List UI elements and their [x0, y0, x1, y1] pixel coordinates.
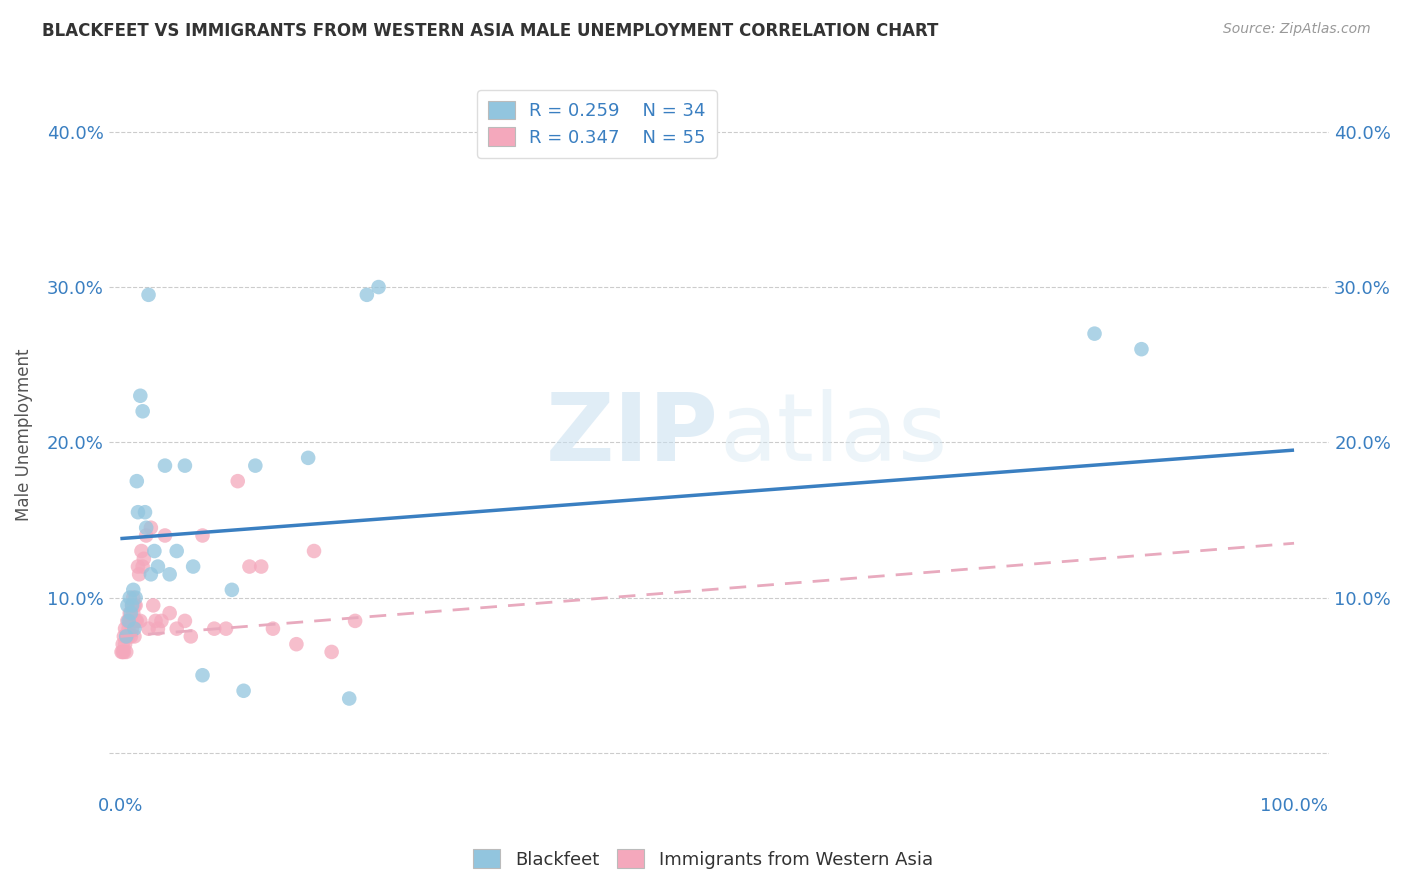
- Point: [124, 599, 146, 613]
- Point: [145, 614, 167, 628]
- Point: [121, 622, 143, 636]
- Point: [122, 582, 145, 597]
- Point: [297, 450, 319, 465]
- Point: [122, 591, 145, 605]
- Point: [153, 528, 176, 542]
- Point: [131, 544, 153, 558]
- Point: [127, 505, 149, 519]
- Point: [1130, 342, 1153, 356]
- Point: [150, 614, 173, 628]
- Point: [129, 389, 152, 403]
- Point: [139, 521, 162, 535]
- Point: [159, 567, 181, 582]
- Point: [238, 559, 260, 574]
- Point: [146, 559, 169, 574]
- Point: [344, 614, 367, 628]
- Point: [115, 629, 138, 643]
- Point: [191, 528, 214, 542]
- Point: [262, 622, 284, 636]
- Point: [135, 521, 157, 535]
- Point: [125, 474, 148, 488]
- Point: [302, 544, 325, 558]
- Point: [120, 614, 142, 628]
- Text: atlas: atlas: [718, 389, 948, 481]
- Point: [121, 599, 143, 613]
- Text: BLACKFEET VS IMMIGRANTS FROM WESTERN ASIA MALE UNEMPLOYMENT CORRELATION CHART: BLACKFEET VS IMMIGRANTS FROM WESTERN ASI…: [42, 22, 939, 40]
- Point: [153, 458, 176, 473]
- Point: [131, 404, 153, 418]
- Point: [115, 629, 138, 643]
- Point: [226, 474, 249, 488]
- Point: [117, 614, 139, 628]
- Point: [117, 629, 139, 643]
- Point: [117, 622, 139, 636]
- Point: [111, 637, 134, 651]
- Point: [356, 288, 378, 302]
- Point: [146, 622, 169, 636]
- Point: [215, 622, 238, 636]
- Point: [285, 637, 308, 651]
- Point: [134, 505, 156, 519]
- Point: [142, 599, 165, 613]
- Point: [138, 622, 160, 636]
- Point: [143, 544, 166, 558]
- Point: [174, 614, 197, 628]
- Point: [250, 559, 273, 574]
- Point: [124, 614, 146, 628]
- Point: [120, 629, 142, 643]
- Legend: Blackfeet, Immigrants from Western Asia: Blackfeet, Immigrants from Western Asia: [465, 842, 941, 876]
- Point: [117, 614, 139, 628]
- Point: [118, 591, 141, 605]
- Text: ZIP: ZIP: [546, 389, 718, 481]
- Point: [124, 599, 146, 613]
- Point: [159, 606, 181, 620]
- Point: [128, 567, 150, 582]
- Point: [135, 528, 157, 542]
- Point: [321, 645, 343, 659]
- Point: [1083, 326, 1105, 341]
- Point: [111, 645, 134, 659]
- Point: [120, 606, 142, 620]
- Point: [191, 668, 214, 682]
- Point: [124, 591, 146, 605]
- Legend: R = 0.259    N = 34, R = 0.347    N = 55: R = 0.259 N = 34, R = 0.347 N = 55: [477, 90, 717, 158]
- Point: [124, 622, 146, 636]
- Point: [232, 683, 254, 698]
- Y-axis label: Male Unemployment: Male Unemployment: [15, 348, 32, 521]
- Point: [202, 622, 225, 636]
- Point: [131, 559, 153, 574]
- Text: Source: ZipAtlas.com: Source: ZipAtlas.com: [1223, 22, 1371, 37]
- Point: [166, 544, 188, 558]
- Point: [132, 551, 155, 566]
- Point: [174, 458, 197, 473]
- Point: [138, 288, 160, 302]
- Point: [114, 637, 136, 651]
- Point: [127, 559, 149, 574]
- Point: [129, 614, 152, 628]
- Point: [124, 629, 146, 643]
- Point: [121, 599, 143, 613]
- Point: [367, 280, 389, 294]
- Point: [181, 559, 204, 574]
- Point: [117, 599, 139, 613]
- Point: [166, 622, 188, 636]
- Point: [115, 645, 138, 659]
- Point: [221, 582, 243, 597]
- Point: [245, 458, 267, 473]
- Point: [139, 567, 162, 582]
- Point: [112, 645, 135, 659]
- Point: [114, 622, 136, 636]
- Point: [337, 691, 360, 706]
- Point: [110, 645, 132, 659]
- Point: [112, 629, 135, 643]
- Point: [118, 614, 141, 628]
- Point: [180, 629, 202, 643]
- Point: [117, 629, 139, 643]
- Point: [118, 606, 141, 620]
- Point: [125, 614, 148, 628]
- Point: [122, 606, 145, 620]
